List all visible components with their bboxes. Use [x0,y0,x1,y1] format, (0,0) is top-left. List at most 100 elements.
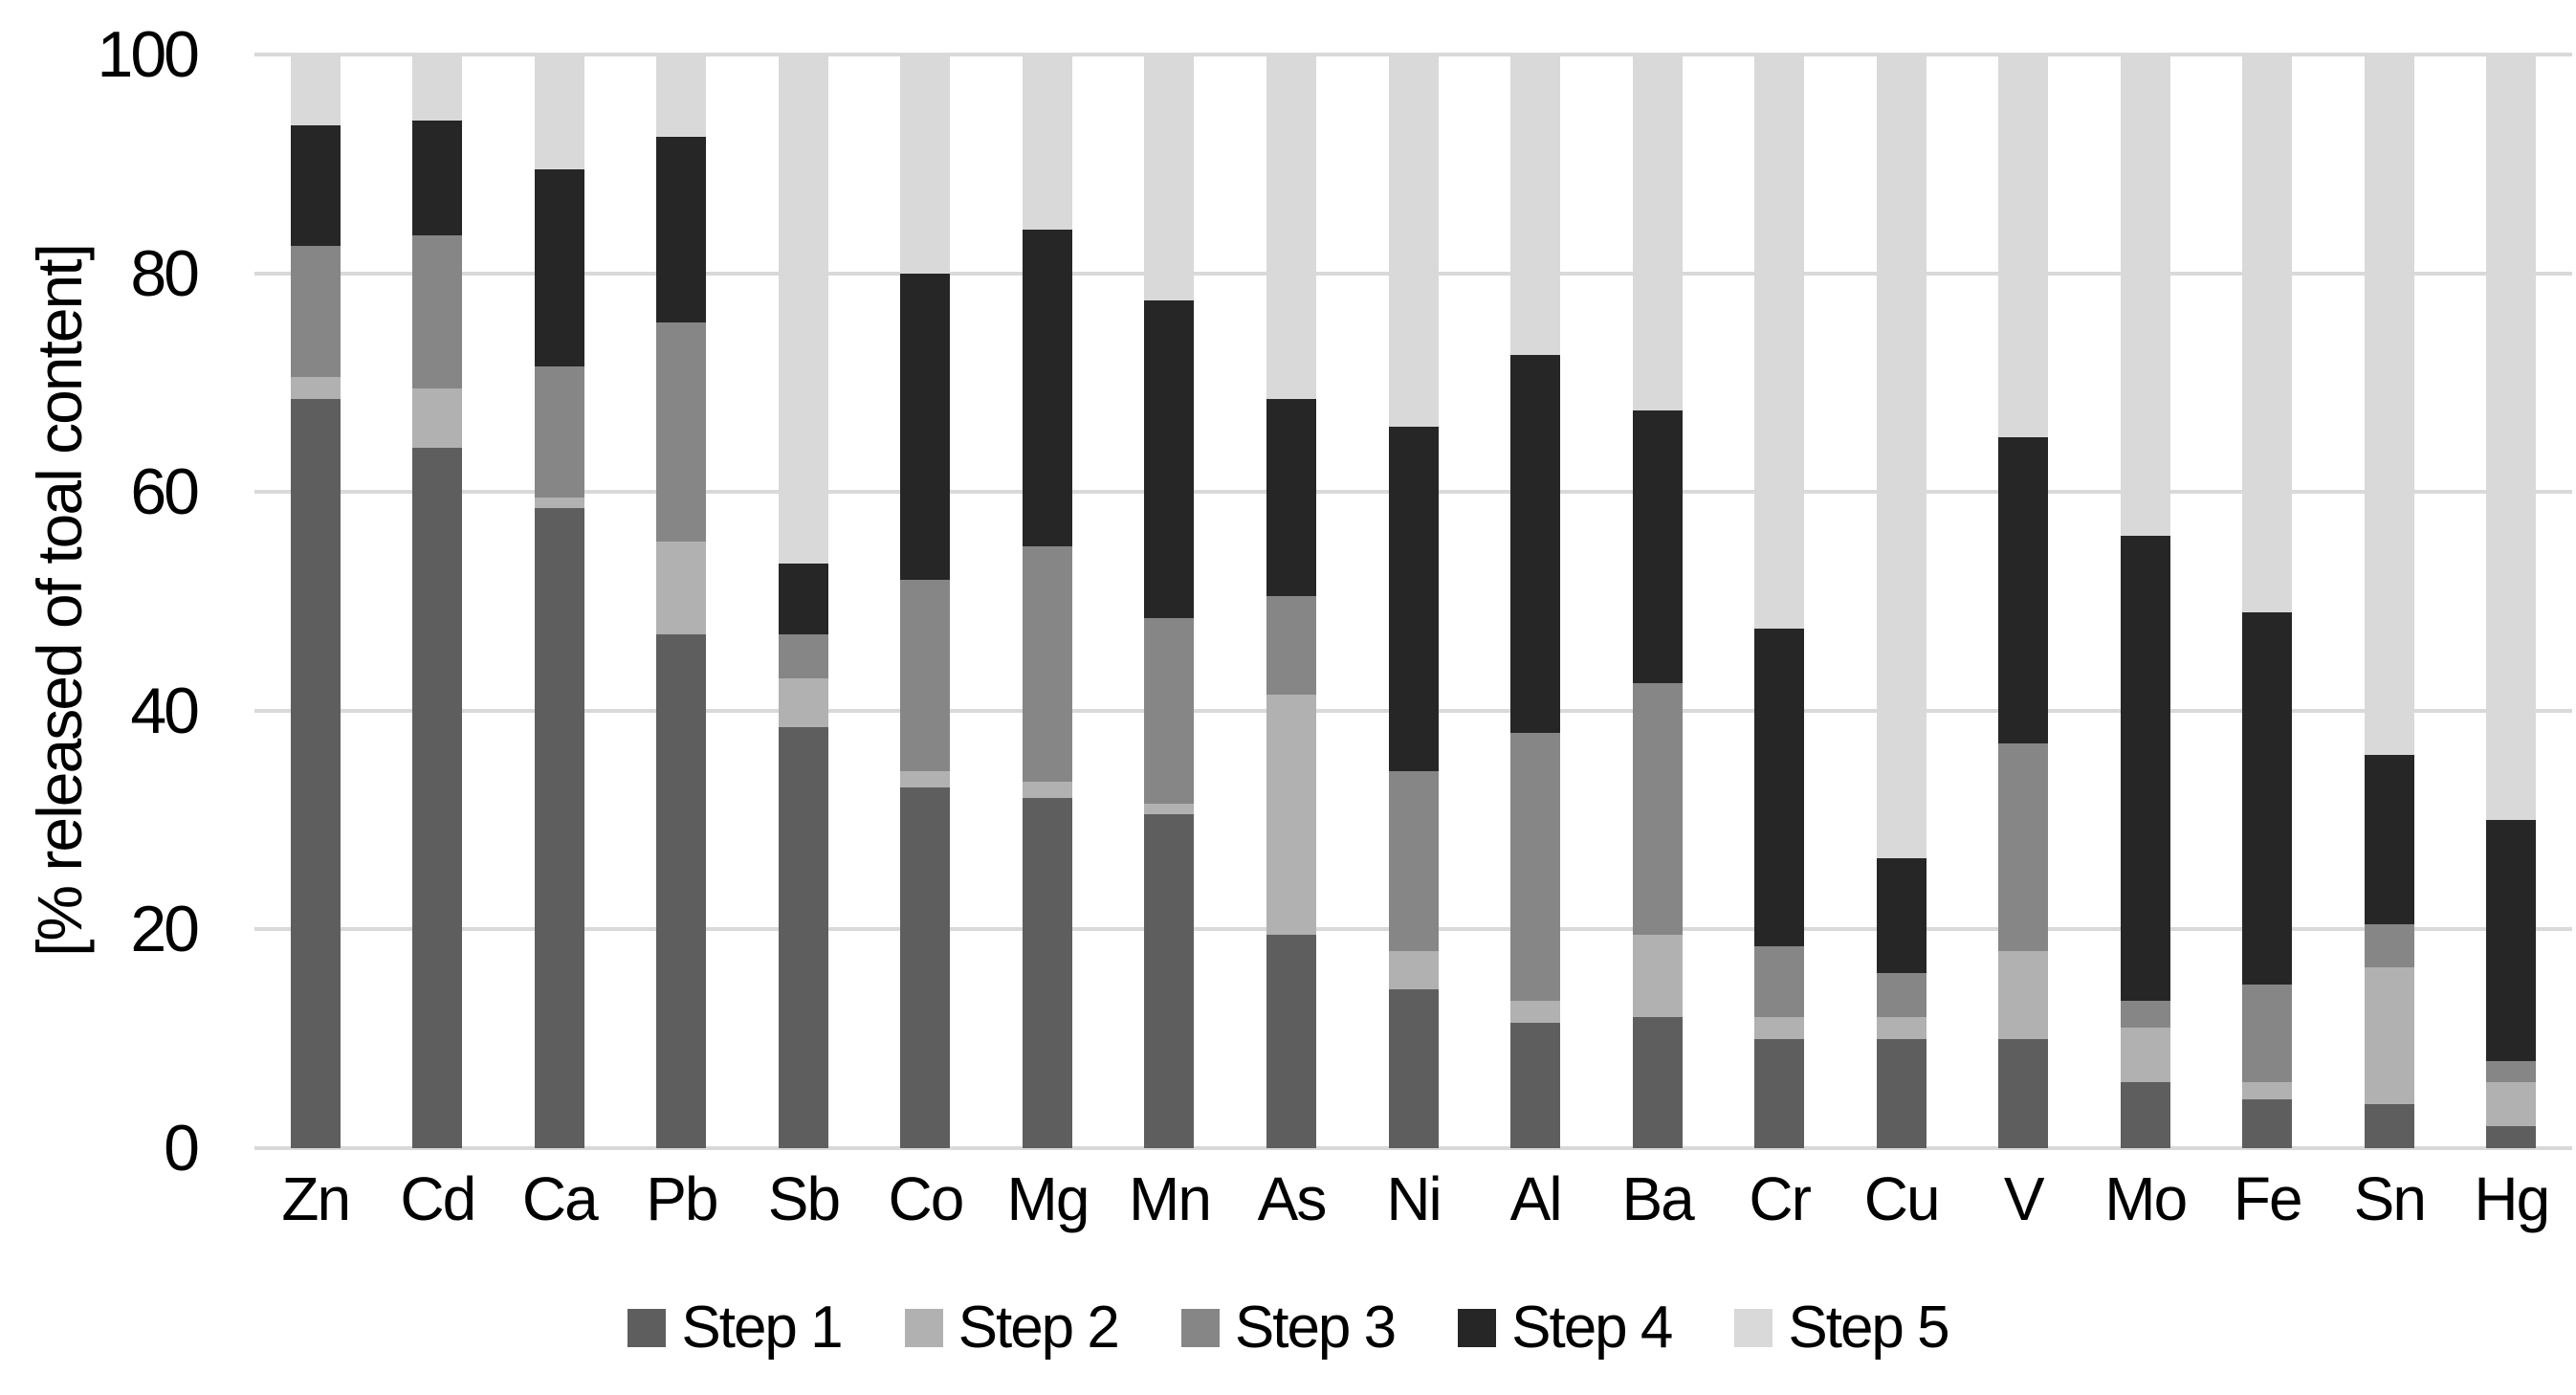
bar-segment-step-5 [1144,55,1195,301]
bar-segment-step-2 [534,497,584,509]
bar-segment-step-3 [2364,923,2414,968]
bar-segment-step-4 [656,136,707,323]
x-tick-label-ba: Ba [1621,1164,1694,1233]
bar-ni [1388,55,1439,1148]
x-tick-label-pb: Pb [646,1164,718,1233]
x-tick-label-mn: Mn [1129,1164,1212,1233]
bar-segment-step-2 [1632,935,1683,1017]
bar-segment-step-5 [290,55,341,126]
bar-segment-step-1 [1876,1038,1926,1148]
x-tick-label-mo: Mo [2104,1164,2188,1233]
bar-segment-step-1 [534,508,584,1148]
bar-segment-step-2 [1998,951,2049,1039]
bar-cd [412,55,463,1148]
bar-segment-step-2 [412,388,463,449]
legend-swatch-step-2 [904,1308,943,1347]
bar-slot-fe [2207,55,2329,1148]
bar-segment-step-1 [1510,1022,1561,1148]
bar-segment-step-2 [2242,1082,2293,1099]
bar-segment-step-4 [1144,300,1195,618]
bar-segment-step-4 [2242,611,2293,985]
x-tick-label-co: Co [888,1164,965,1233]
bar-segment-step-3 [1022,546,1072,783]
bar-segment-step-5 [1266,55,1317,400]
bar-segment-step-3 [1754,945,1805,1017]
bar-segment-step-4 [1388,426,1439,771]
bar-segment-step-2 [1266,694,1317,936]
bar-segment-step-4 [1266,399,1317,596]
x-tick-label-cu: Cu [1863,1164,1941,1233]
bar-segment-step-5 [2364,55,2414,755]
bar-segment-step-1 [1998,1038,2049,1148]
bar-segment-step-5 [1022,55,1072,230]
bar-segment-step-5 [656,55,707,137]
bar-segment-step-4 [778,563,828,634]
bar-slot-cu [1840,55,1963,1148]
x-axis-labels: Zn Cd Ca Pb Sb Co Mg Mn As Ni Al Ba Cr Cu V Mo Fe Sn Hg [254,1163,2572,1234]
bar-segment-step-4 [1998,437,2049,744]
bar-segment-step-4 [290,125,341,247]
legend-item-step-3: Step 3 [1180,1294,1397,1362]
bar-co [900,55,951,1148]
bar-segment-step-2 [1388,951,1439,990]
bar-cu [1876,55,1926,1148]
y-tick-label-100: 100 [97,18,200,91]
bar-segment-step-1 [656,633,707,1148]
bar-slot-ca [498,55,621,1148]
bar-segment-step-1 [1266,935,1317,1148]
y-tick-label-80: 80 [130,236,200,310]
bar-segment-step-3 [900,579,951,771]
plot-area [254,53,2572,1150]
bar-segment-step-5 [900,55,951,274]
bar-segment-step-4 [1632,410,1683,684]
bar-segment-step-5 [412,55,463,121]
legend-item-step-4: Step 4 [1458,1294,1673,1362]
bar-segment-step-5 [2486,55,2537,821]
bar-segment-step-4 [1754,629,1805,946]
bar-segment-step-5 [1998,55,2049,438]
bar-segment-step-5 [1876,55,1926,859]
bar-segment-step-2 [2364,967,2414,1105]
bar-segment-step-1 [1632,1016,1683,1148]
bar-segment-step-5 [778,55,828,564]
legend-swatch-step-1 [627,1308,667,1347]
bar-segment-step-1 [412,448,463,1148]
bar-segment-step-5 [534,55,584,170]
bar-segment-step-1 [1754,1038,1805,1148]
legend-label-step-5: Step 5 [1788,1295,1949,1361]
legend-swatch-step-5 [1734,1308,1773,1347]
x-tick-label-al: Al [1509,1164,1563,1233]
bar-fe [2242,55,2293,1148]
bar-segment-step-3 [1510,732,1561,1001]
bar-segment-step-3 [2242,984,2293,1083]
bar-segment-step-3 [778,633,828,678]
y-axis-ticks: 0 20 40 60 80 100 [0,22,200,1181]
bar-slot-ni [1353,55,1475,1148]
bar-segment-step-3 [412,234,463,388]
legend-label-step-1: Step 1 [681,1295,843,1361]
legend-swatch-step-4 [1458,1308,1497,1347]
bar-slot-mo [2084,55,2207,1148]
bar-segment-step-3 [534,365,584,498]
bar-segment-step-1 [2120,1082,2170,1148]
bar-pb [656,55,707,1148]
bar-slot-mg [986,55,1109,1148]
x-tick-label-cr: Cr [1749,1164,1812,1233]
bar-segment-step-2 [1510,1000,1561,1023]
bar-segment-step-1 [290,399,341,1148]
bar-segment-step-1 [2364,1104,2414,1148]
legend-label-step-4: Step 4 [1511,1295,1673,1361]
bar-slot-co [865,55,987,1148]
bar-segment-step-5 [2242,55,2293,612]
legend-swatch-step-3 [1180,1308,1220,1347]
bar-segment-step-2 [1754,1016,1805,1039]
bar-segment-step-4 [1876,858,1926,974]
bar-segment-step-2 [900,770,951,787]
bar-hg [2486,55,2537,1148]
bar-slot-zn [254,55,377,1148]
bar-segment-step-5 [1632,55,1683,410]
legend-label-step-2: Step 2 [958,1295,1120,1361]
x-tick-label-fe: Fe [2233,1164,2303,1233]
bar-segment-step-1 [900,786,951,1148]
bar-segment-step-3 [1876,973,1926,1017]
